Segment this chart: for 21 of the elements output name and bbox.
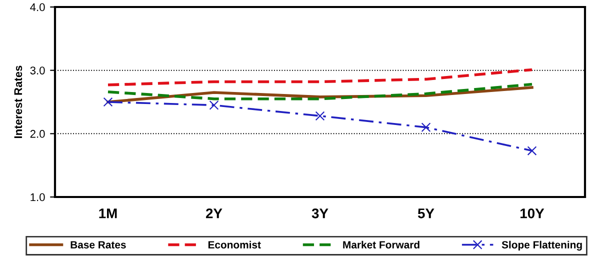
point bbox=[527, 146, 537, 156]
line-series bbox=[106, 82, 534, 100]
x-tick-label: 1M bbox=[99, 208, 117, 218]
x-tick-label: 10Y bbox=[520, 208, 544, 218]
line-series bbox=[106, 68, 534, 86]
legend-label: Market Forward bbox=[343, 240, 420, 248]
y-tick-label: 1.0 bbox=[30, 193, 45, 202]
x-tick-label: 2Y bbox=[206, 208, 222, 218]
x-tick-label: 5Y bbox=[418, 208, 434, 218]
x-tick-label: 3Y bbox=[312, 208, 328, 218]
legend-label: Slope Flattening bbox=[502, 240, 582, 251]
point bbox=[421, 122, 431, 132]
legend-label: Economist bbox=[208, 240, 261, 248]
y-axis-title: Interest Rates bbox=[14, 66, 22, 138]
y-tick-label: 2.0 bbox=[30, 130, 45, 138]
y-tick-label: 4.0 bbox=[30, 3, 45, 12]
legend-label: Base Rates bbox=[70, 241, 126, 248]
point bbox=[103, 97, 113, 107]
point bbox=[209, 100, 219, 110]
point bbox=[315, 111, 325, 121]
y-tick-label: 3.0 bbox=[30, 66, 45, 74]
